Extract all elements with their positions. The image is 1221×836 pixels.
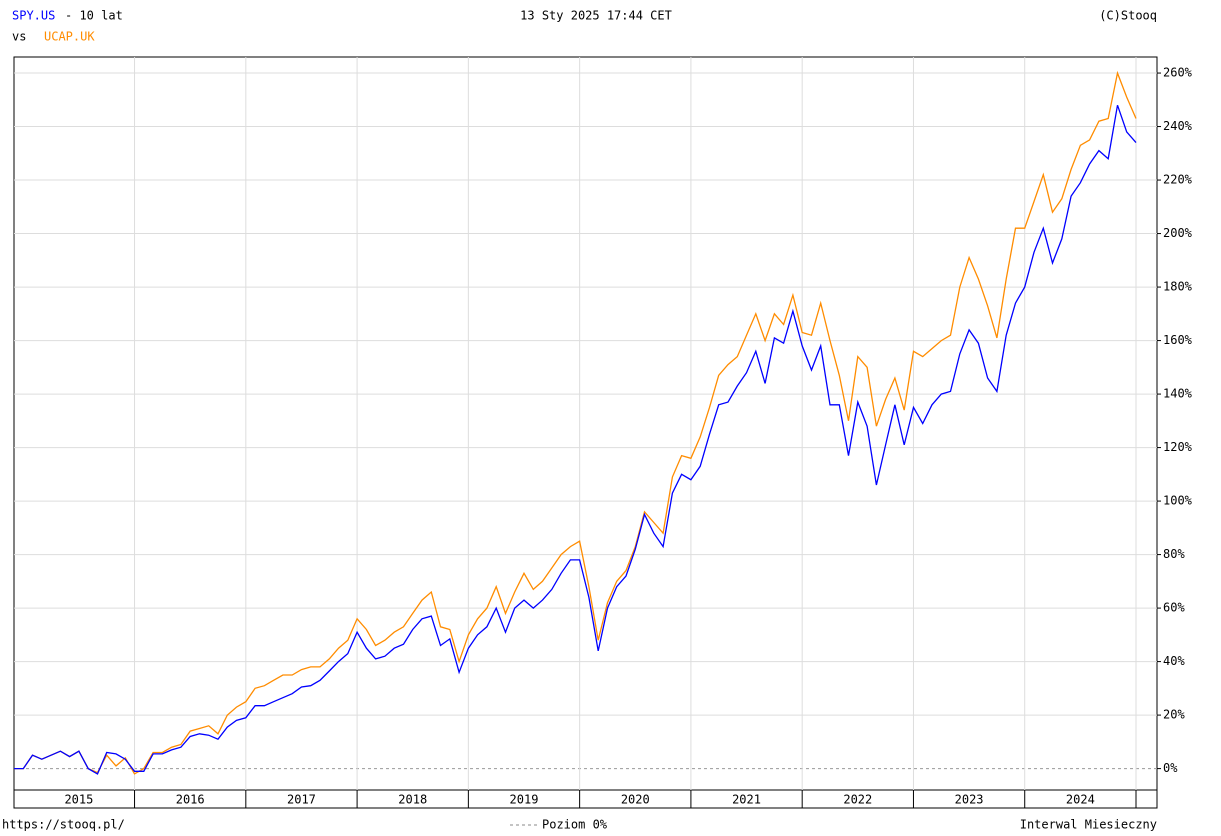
legend-entry: SPY.US — [12, 9, 55, 23]
y-tick-label: 240% — [1163, 119, 1193, 133]
zero-label: Poziom 0% — [542, 818, 608, 832]
copyright: (C)Stooq — [1099, 9, 1157, 23]
y-tick-label: 60% — [1163, 601, 1185, 615]
y-tick-label: 200% — [1163, 226, 1193, 240]
legend-entry: UCAP.UK — [44, 30, 95, 44]
y-tick-label: 260% — [1163, 66, 1193, 80]
interval-label: Interwal Miesieczny — [1020, 818, 1157, 832]
y-tick-label: 20% — [1163, 708, 1185, 722]
x-tick-label: 2015 — [64, 793, 93, 807]
x-tick-label: 2023 — [955, 793, 984, 807]
x-axis-strip — [13, 789, 1158, 809]
x-tick-label: 2020 — [621, 793, 650, 807]
chart-title: - 10 lat — [65, 9, 123, 23]
x-tick-label: 2024 — [1066, 793, 1095, 807]
y-tick-label: 220% — [1163, 173, 1193, 187]
y-tick-label: 180% — [1163, 280, 1193, 294]
y-tick-label: 160% — [1163, 333, 1193, 347]
vs-label: vs — [12, 30, 26, 44]
series-line — [14, 70, 1137, 775]
date-label: 13 Sty 2025 17:44 CET — [520, 9, 672, 23]
plot-frame — [13, 56, 1158, 791]
x-tick-label: 2016 — [176, 793, 205, 807]
series-line — [14, 104, 1137, 775]
y-tick-label: 140% — [1163, 387, 1193, 401]
y-tick-label: 100% — [1163, 494, 1193, 508]
x-tick-label: 2022 — [843, 793, 872, 807]
y-tick-label: 80% — [1163, 547, 1185, 561]
url: https://stooq.pl/ — [2, 818, 125, 832]
y-tick-label: 0% — [1163, 761, 1178, 775]
x-tick-label: 2017 — [287, 793, 316, 807]
y-tick-label: 40% — [1163, 654, 1185, 668]
y-tick-label: 120% — [1163, 440, 1193, 454]
x-tick-label: 2019 — [510, 793, 539, 807]
x-tick-label: 2018 — [398, 793, 427, 807]
x-tick-label: 2021 — [732, 793, 761, 807]
